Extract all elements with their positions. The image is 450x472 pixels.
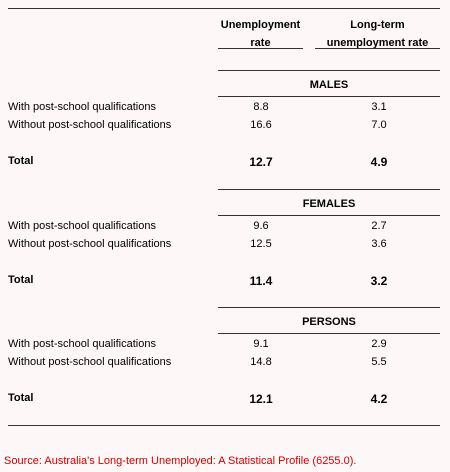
column-header: Unemployment rate	[220, 19, 301, 49]
row-label: With post-school qualifications	[8, 220, 156, 232]
section-rule	[218, 215, 440, 216]
cell: 3.1	[371, 101, 387, 113]
cell: 12.5	[250, 238, 272, 250]
total-cell: 12.1	[249, 392, 273, 406]
cell: 2.9	[371, 338, 387, 350]
cell: 9.1	[253, 338, 269, 350]
cell: 5.5	[371, 356, 387, 368]
cell: 16.6	[250, 119, 272, 131]
total-cell: 3.2	[370, 274, 388, 288]
source-note: Source: Australia's Long-term Unemployed…	[4, 455, 357, 467]
section-rule	[218, 333, 440, 334]
total-label: Total	[8, 392, 34, 404]
cell: 8.8	[253, 101, 269, 113]
section-title: FEMALES	[302, 198, 356, 210]
total-cell: 12.7	[249, 155, 273, 169]
section-title: PERSONS	[302, 316, 356, 328]
top-rule	[8, 8, 440, 9]
row-label: Without post-school qualifications	[8, 119, 172, 131]
total-cell: 4.9	[370, 155, 388, 169]
column-header: Long-term unemployment rate	[326, 19, 429, 49]
section-rule	[218, 96, 440, 97]
bottom-rule	[8, 425, 440, 426]
section-title: MALES	[309, 79, 349, 91]
header-rule	[218, 48, 303, 49]
section-rule	[218, 189, 440, 190]
cell: 7.0	[371, 119, 387, 131]
cell: 14.8	[250, 356, 272, 368]
row-label: With post-school qualifications	[8, 338, 156, 350]
row-label: With post-school qualifications	[8, 101, 156, 113]
row-label: Without post-school qualifications	[8, 356, 172, 368]
cell: 9.6	[253, 220, 269, 232]
header-rule	[315, 48, 440, 49]
total-cell: 11.4	[249, 274, 273, 288]
section-rule	[218, 307, 440, 308]
total-label: Total	[8, 155, 34, 167]
total-label: Total	[8, 274, 34, 286]
cell: 2.7	[371, 220, 387, 232]
row-label: Without post-school qualifications	[8, 238, 172, 250]
total-cell: 4.2	[370, 392, 388, 406]
cell: 3.6	[371, 238, 387, 250]
section-rule	[218, 70, 440, 71]
